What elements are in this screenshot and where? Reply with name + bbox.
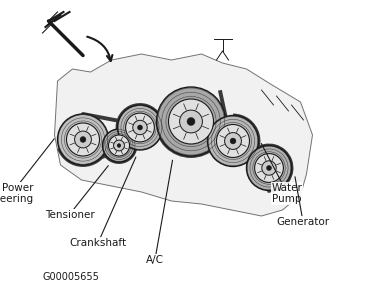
- Circle shape: [255, 154, 283, 182]
- Text: Generator: Generator: [276, 177, 330, 227]
- Circle shape: [126, 113, 154, 142]
- Circle shape: [80, 136, 86, 142]
- Circle shape: [266, 166, 272, 170]
- Circle shape: [230, 138, 236, 144]
- Circle shape: [117, 144, 121, 147]
- Circle shape: [138, 125, 142, 130]
- Circle shape: [262, 161, 276, 175]
- Circle shape: [57, 114, 109, 165]
- Circle shape: [247, 146, 292, 190]
- Circle shape: [216, 124, 250, 158]
- Text: Tensioner: Tensioner: [45, 166, 108, 220]
- Circle shape: [114, 140, 125, 151]
- Circle shape: [103, 129, 135, 162]
- Circle shape: [75, 131, 91, 148]
- Circle shape: [66, 123, 100, 156]
- Text: A/C: A/C: [146, 160, 173, 265]
- Circle shape: [117, 105, 163, 150]
- Text: G00005655: G00005655: [43, 272, 99, 282]
- Polygon shape: [54, 54, 313, 216]
- Text: Water
Pump: Water Pump: [261, 143, 303, 204]
- Circle shape: [169, 99, 213, 144]
- Circle shape: [207, 116, 258, 166]
- Circle shape: [133, 120, 147, 135]
- Text: Power
Steering: Power Steering: [0, 139, 54, 204]
- Circle shape: [180, 110, 203, 133]
- Circle shape: [225, 133, 241, 149]
- Circle shape: [157, 87, 226, 156]
- Circle shape: [187, 118, 195, 125]
- Text: Crankshaft: Crankshaft: [69, 157, 136, 248]
- Circle shape: [109, 135, 129, 156]
